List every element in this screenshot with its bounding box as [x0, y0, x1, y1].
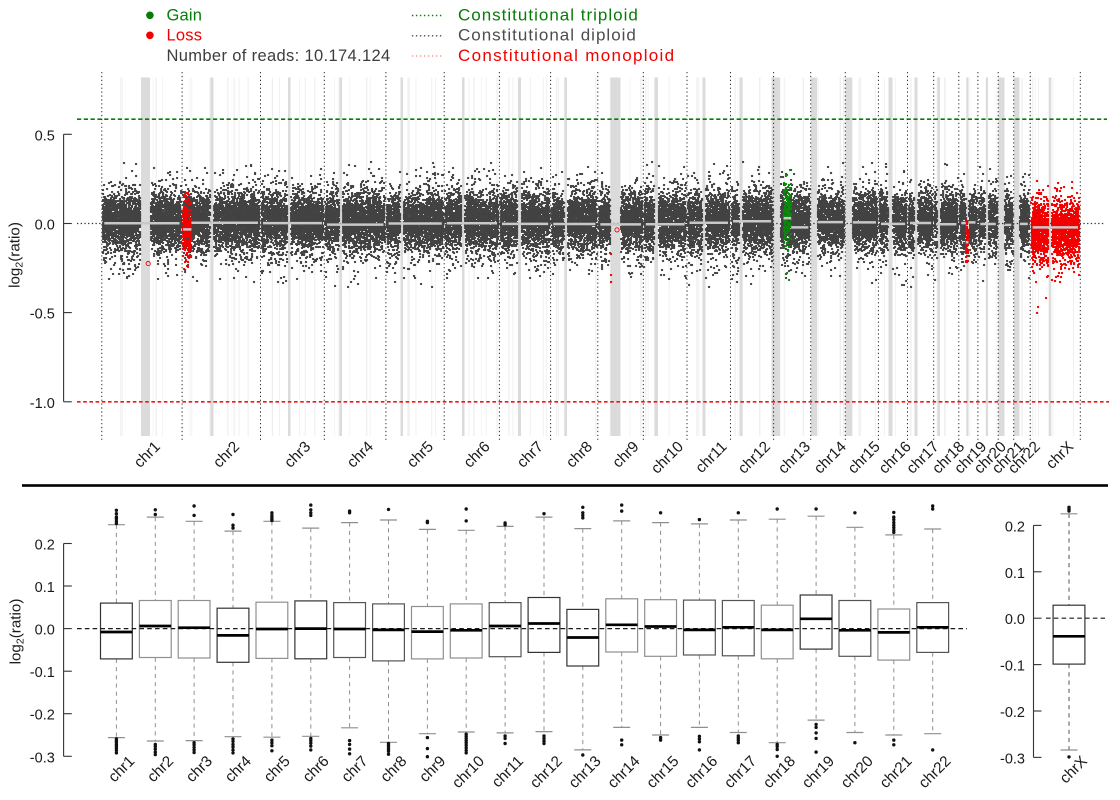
svg-text:-0.3: -0.3	[1000, 751, 1025, 767]
svg-text:0.0: 0.0	[35, 623, 55, 639]
svg-text:0.0: 0.0	[35, 218, 55, 234]
svg-text:-1.0: -1.0	[30, 396, 55, 412]
svg-text:0.1: 0.1	[35, 580, 55, 596]
svg-text:0.2: 0.2	[1005, 519, 1025, 535]
svg-text:-0.2: -0.2	[30, 708, 55, 724]
svg-text:Loss: Loss	[167, 27, 203, 45]
svg-text:Gain: Gain	[167, 7, 203, 25]
svg-text:-0.1: -0.1	[30, 665, 55, 681]
svg-text:0.1: 0.1	[1005, 566, 1025, 582]
svg-text:-0.5: -0.5	[30, 307, 55, 323]
svg-text:Constitutional triploid: Constitutional triploid	[458, 5, 639, 24]
svg-text:Number of reads: 10.174.124: Number of reads: 10.174.124	[167, 47, 391, 65]
svg-text:Constitutional diploid: Constitutional diploid	[458, 26, 637, 45]
svg-text:-0.3: -0.3	[30, 750, 55, 766]
svg-text:-0.1: -0.1	[1000, 659, 1025, 675]
svg-text:Constitutional monoploid: Constitutional monoploid	[458, 46, 675, 65]
svg-text:log2(ratio): log2(ratio)	[7, 222, 26, 288]
svg-text:log2(ratio): log2(ratio)	[8, 599, 27, 665]
svg-text:0.0: 0.0	[1005, 612, 1025, 628]
svg-text:-0.2: -0.2	[1000, 705, 1025, 721]
svg-text:0.5: 0.5	[35, 128, 55, 144]
svg-text:0.2: 0.2	[35, 538, 55, 554]
